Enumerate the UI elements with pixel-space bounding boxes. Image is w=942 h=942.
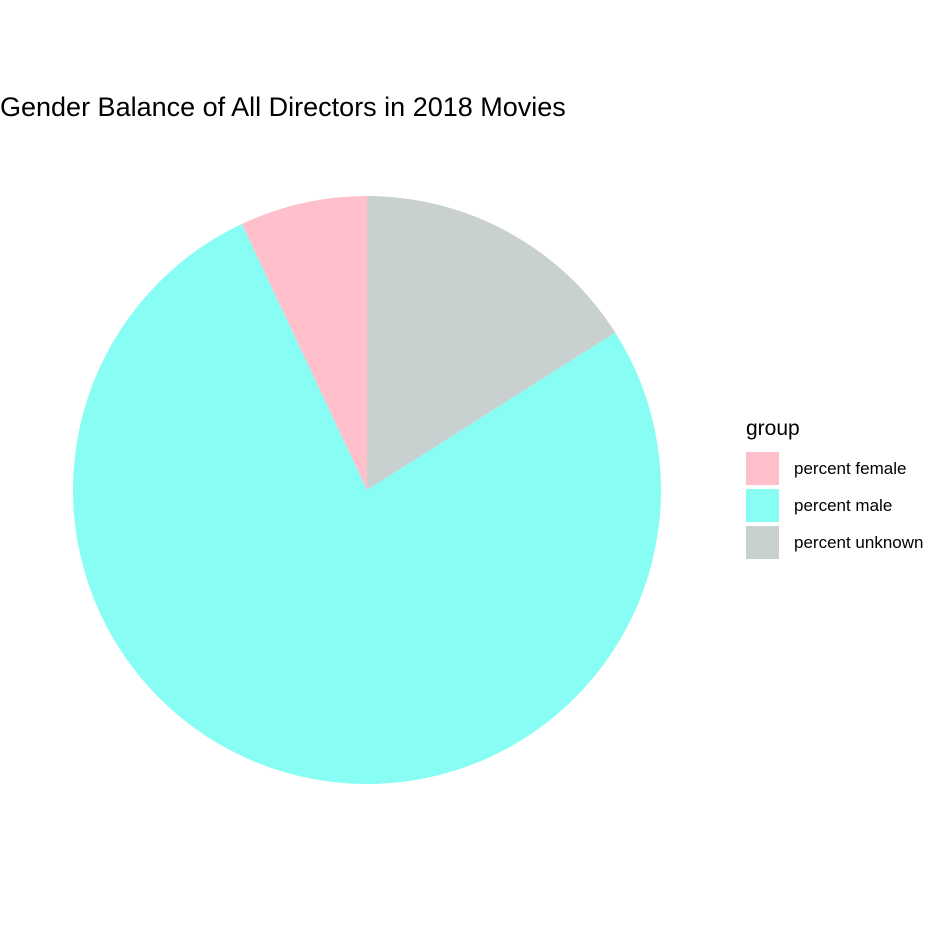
legend: group percent female percent male percen… <box>746 416 923 561</box>
pie-slices <box>72 196 661 785</box>
legend-swatch-percent-unknown <box>746 526 779 559</box>
legend-label-percent-male: percent male <box>794 495 893 515</box>
legend-swatch-percent-male <box>746 489 779 522</box>
legend-label-percent-female: percent female <box>794 458 907 478</box>
legend-item-percent-female: percent female <box>746 450 923 487</box>
pie-slice-percent-female <box>241 196 367 490</box>
legend-swatch-percent-female <box>746 452 779 485</box>
legend-label-percent-unknown: percent unknown <box>794 532 924 552</box>
legend-item-percent-male: percent male <box>746 487 923 524</box>
pie-slice-percent-male <box>72 223 661 785</box>
pie-slice-percent-unknown <box>367 196 616 490</box>
legend-item-percent-unknown: percent unknown <box>746 524 923 561</box>
legend-title: group <box>746 417 800 440</box>
chart-title: Gender Balance of All Directors in 2018 … <box>0 92 566 122</box>
